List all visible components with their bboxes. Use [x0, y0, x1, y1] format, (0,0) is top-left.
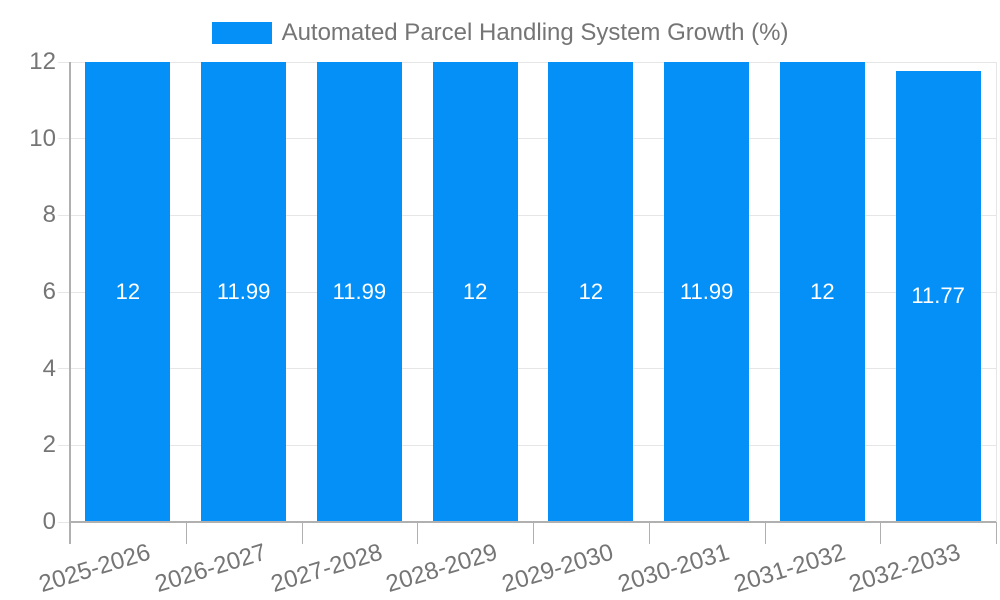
y-axis-tick-label: 2 [42, 431, 56, 459]
x-axis-tick-label: 2026-2027 [151, 538, 270, 598]
gridline [70, 214, 996, 216]
bar-value-label: 11.77 [911, 283, 965, 309]
bar-value-label: 11.99 [332, 279, 387, 305]
bar-value-label: 12 [578, 279, 604, 304]
y-axis-tick-label: 12 [29, 48, 56, 75]
y-tick-mark [58, 138, 70, 140]
bar-2026-2027[interactable]: 11.99 [201, 62, 287, 522]
y-axis-tick-label: 8 [42, 201, 56, 229]
x-tick-mark [880, 522, 882, 544]
bar-2029-2030[interactable]: 12 [548, 62, 634, 522]
x-tick-mark [185, 522, 187, 544]
gridline [70, 61, 996, 63]
x-tick-mark [417, 522, 419, 544]
x-tick-mark [648, 522, 650, 544]
bar-value-label: 11.99 [216, 279, 271, 305]
y-axis-tick-label: 10 [29, 124, 56, 152]
plot-right-border [996, 62, 997, 522]
y-tick-mark [58, 444, 70, 446]
y-tick-mark [58, 214, 70, 216]
bar-2025-2026[interactable]: 12 [85, 62, 171, 522]
x-axis-tick-label: 2032-2033 [846, 538, 964, 598]
y-tick-mark [58, 61, 70, 63]
y-axis-tick-label: 0 [42, 508, 56, 535]
bar-value-label: 12 [115, 279, 141, 304]
bar-2028-2029[interactable]: 12 [432, 62, 518, 522]
bar-2027-2028[interactable]: 11.99 [316, 62, 402, 522]
chart-title: Automated Parcel Handling System Growth … [281, 19, 789, 46]
x-axis-tick-label: 2027-2028 [267, 538, 386, 598]
y-tick-mark [58, 291, 70, 293]
x-axis-tick-label: 2031-2032 [730, 538, 849, 598]
chart-legend: Automated Parcel Handling System Growth … [0, 20, 1000, 46]
x-tick-mark [764, 522, 766, 544]
legend-swatch [211, 22, 272, 44]
bar-value-label: 11.99 [679, 279, 734, 305]
y-axis-tick-label: 4 [42, 354, 56, 382]
bar-2032-2033[interactable]: 11.77 [895, 70, 981, 522]
bar-2030-2031[interactable]: 11.99 [664, 62, 750, 522]
x-axis-tick-label: 2028-2029 [383, 538, 501, 598]
gridline [70, 444, 996, 446]
y-tick-mark [58, 368, 70, 370]
bar-value-label: 12 [462, 279, 488, 304]
x-axis-tick-label: 2029-2030 [499, 538, 617, 598]
y-tick-mark [58, 521, 70, 523]
gridline [70, 368, 996, 370]
gridline [70, 138, 996, 140]
x-tick-mark [301, 522, 303, 544]
y-axis-tick-label: 6 [42, 278, 56, 305]
bar-2031-2032[interactable]: 12 [779, 62, 865, 522]
gridline [70, 291, 996, 293]
bar-value-label: 12 [810, 279, 835, 304]
x-tick-mark [533, 522, 534, 544]
x-axis-line [70, 521, 996, 523]
x-tick-mark [996, 522, 997, 544]
x-axis-tick-label: 2025-2026 [36, 538, 154, 598]
x-axis-tick-label: 2030-2031 [614, 538, 733, 598]
y-axis-line [69, 62, 71, 544]
